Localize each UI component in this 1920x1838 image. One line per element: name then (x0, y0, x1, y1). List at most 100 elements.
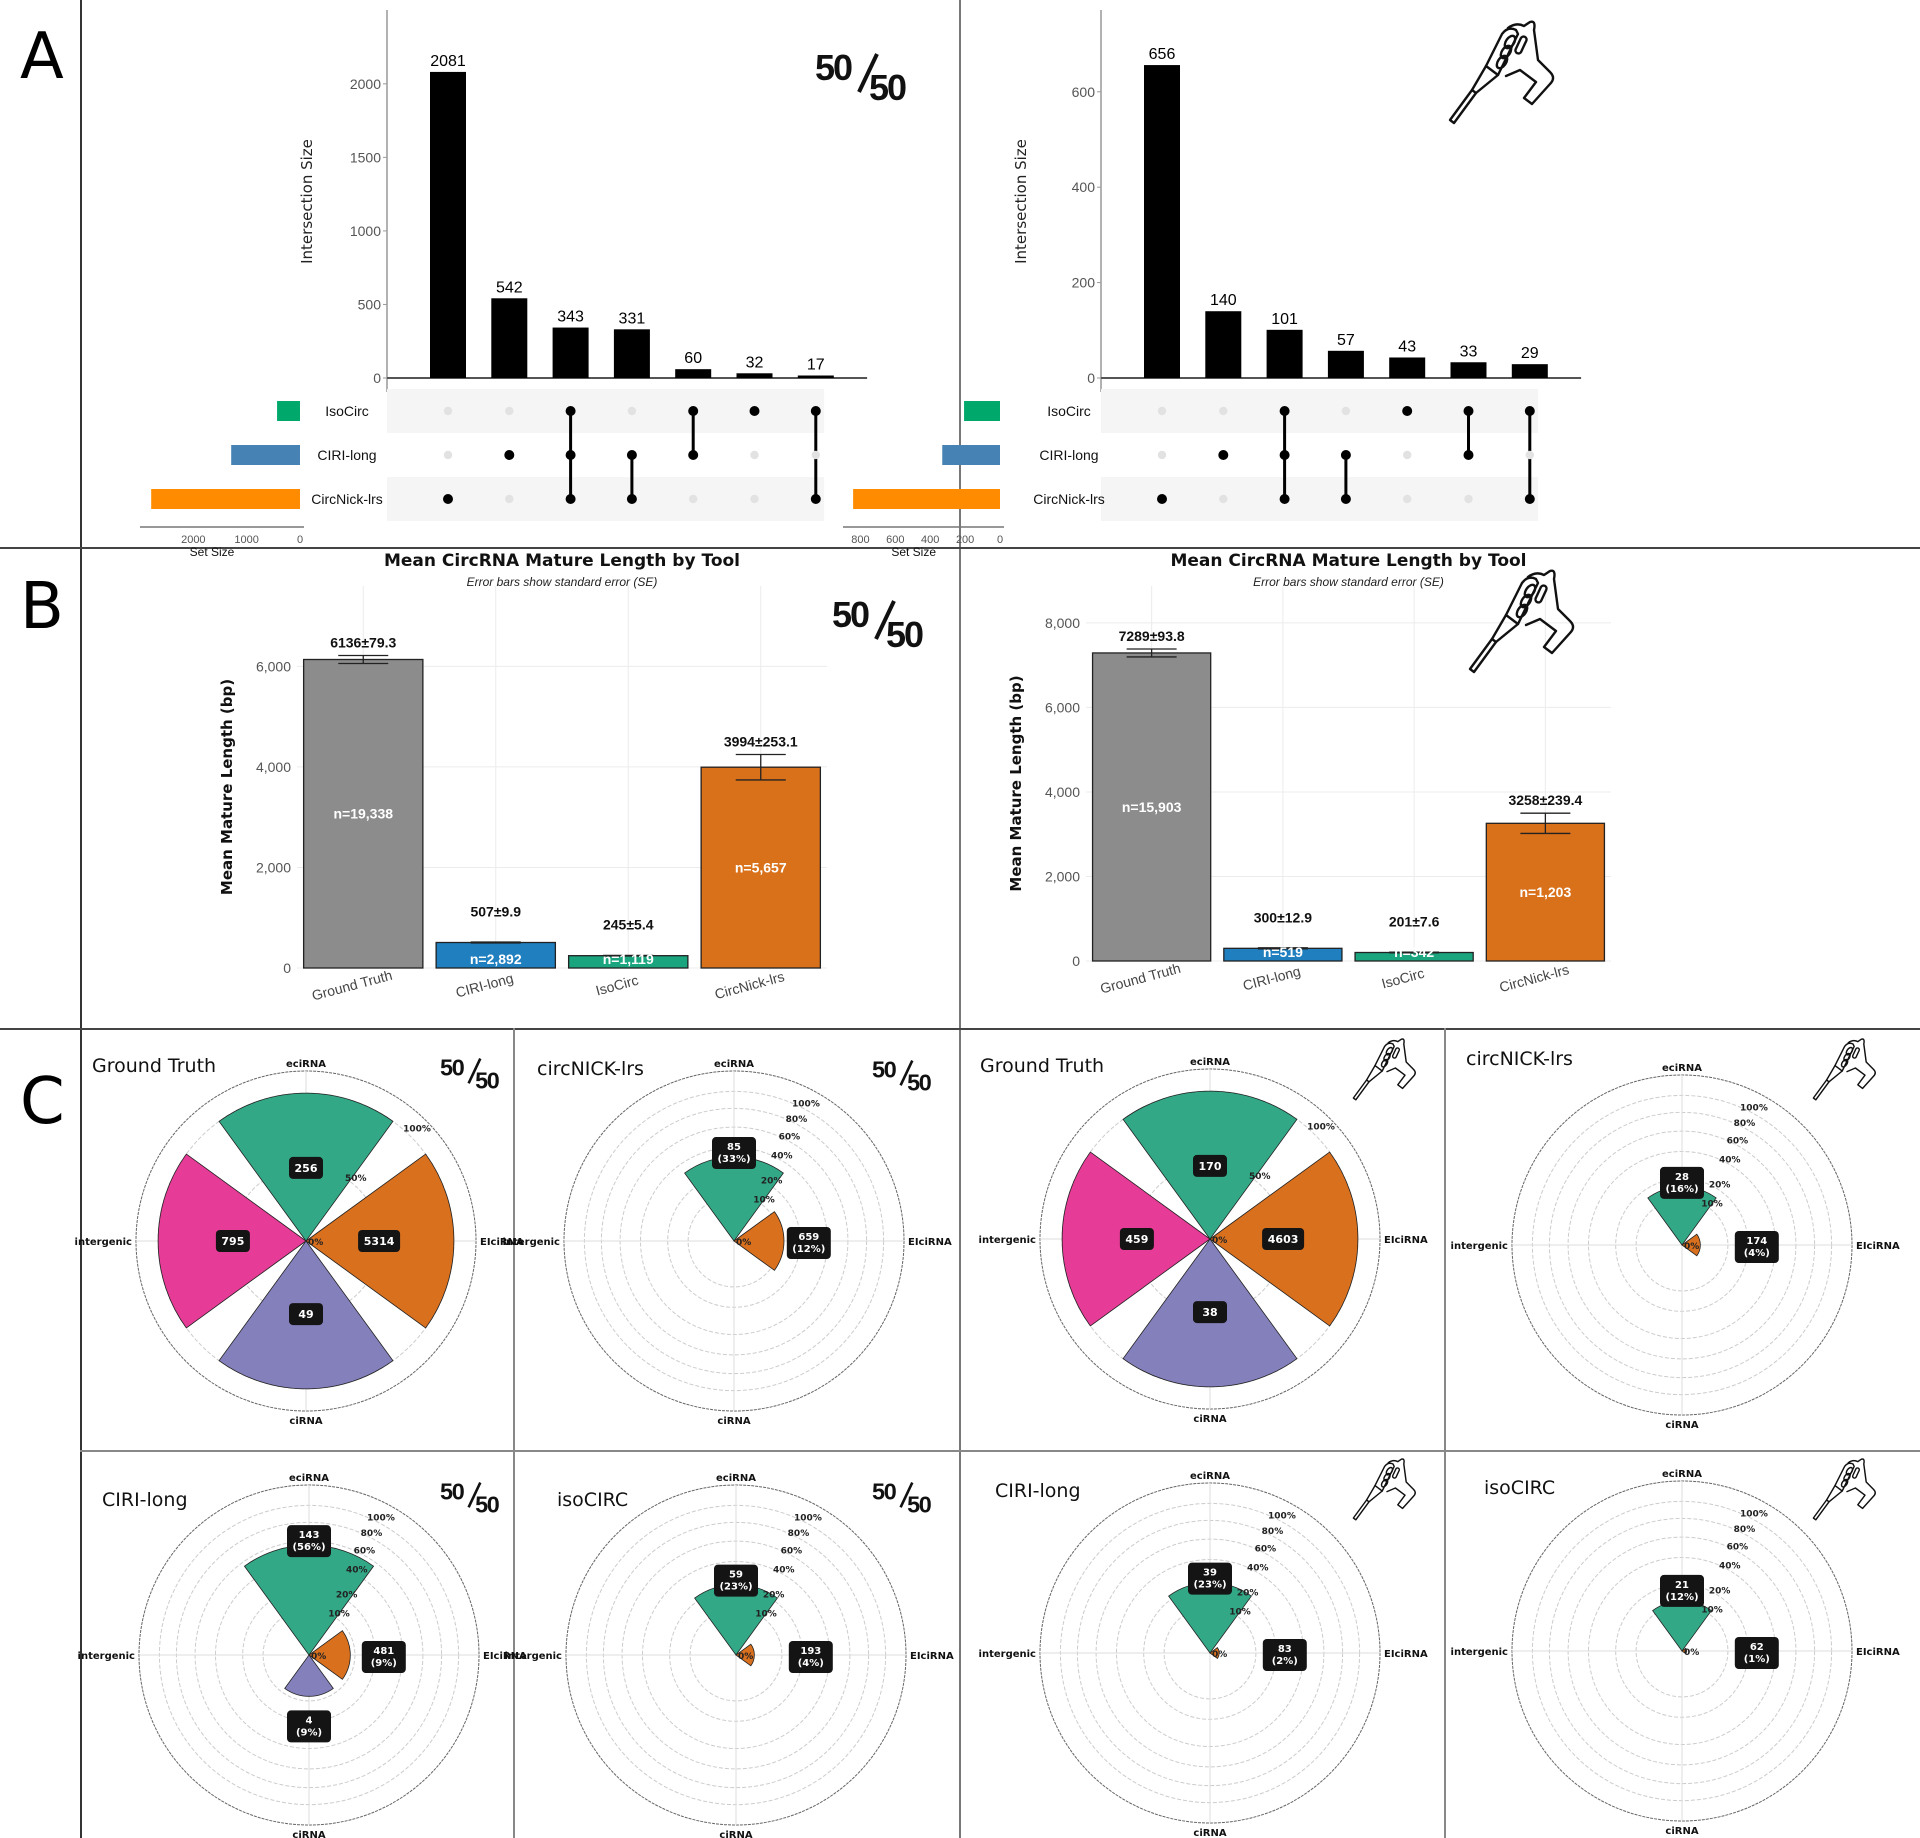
matrix-dot-empty (750, 450, 759, 460)
polar-value-label-box (1734, 1637, 1779, 1669)
polar-category-label: intergenic (75, 1237, 133, 1248)
y-tick-label: 4,000 (256, 759, 291, 775)
polar-r-tick-label: 100% (794, 1513, 822, 1523)
polar-value-label-box (287, 1710, 331, 1743)
pipette-tip (1812, 1079, 1830, 1101)
polar-r-tick-label: 40% (1247, 1563, 1269, 1573)
polar-r-tick-label: 100% (1740, 1103, 1768, 1113)
polar-value-label-text: 49 (298, 1308, 313, 1321)
y-axis-title: Intersection Size (1012, 139, 1030, 264)
bar-n-label: n=519 (1263, 944, 1303, 960)
bar-n-label: n=19,338 (333, 806, 393, 822)
polar-value-label-text: (9%) (296, 1727, 322, 1738)
polar-value-label-box (289, 1156, 323, 1179)
set-size-bar (151, 489, 300, 509)
polar-value-label-text: 38 (1202, 1306, 1217, 1319)
badge-numerator: 50 (440, 1479, 465, 1505)
polar-category-label: ciRNA (1665, 1420, 1698, 1431)
polar-value-label-text: 21 (1675, 1580, 1689, 1591)
bar-value-label: 3994±253.1 (724, 733, 798, 749)
polar-category-label: EIciRNA (908, 1237, 952, 1248)
y-tick-label: 600 (1072, 84, 1096, 100)
polar-value-label-box (1119, 1228, 1154, 1250)
y-tick-label: 0 (373, 370, 381, 386)
polar-r-tick-label: 60% (1727, 1136, 1749, 1146)
polar-value-label-text: (16%) (1665, 1184, 1698, 1195)
polar-value-label-text: (56%) (292, 1542, 325, 1553)
y-tick-label: 4,000 (1045, 784, 1080, 800)
intersection-value-label: 43 (1398, 338, 1416, 355)
matrix-dot-filled (1463, 406, 1474, 416)
polar-value-label-text: 143 (299, 1530, 320, 1541)
polar-r-tick-label: 60% (779, 1132, 801, 1142)
bar-n-label: n=1,119 (603, 951, 654, 967)
matrix-dot-filled (688, 406, 699, 416)
y-tick-label: 200 (1072, 275, 1096, 291)
polar-r-tick-label: 80% (1734, 1119, 1756, 1129)
polar-value-label-text: 4 (306, 1715, 313, 1726)
polar-r-tick-label: 80% (361, 1529, 383, 1539)
y-tick-label: 500 (358, 296, 382, 312)
polar-value-label: 4603 (1262, 1228, 1305, 1250)
polar-r-tick-label: 80% (1734, 1525, 1756, 1535)
polar-value-label-text: 459 (1125, 1233, 1148, 1246)
y-axis-title: Intersection Size (298, 139, 316, 264)
pipette-handle (1504, 576, 1540, 626)
bar (1091, 652, 1212, 962)
bar-n-label: n=2,892 (470, 951, 522, 967)
polar-r-tick-label: 60% (781, 1546, 803, 1556)
matrix-dot-filled (1340, 494, 1351, 504)
pipette-plunger (1851, 1467, 1861, 1479)
polar-value-label: 174(4%) (1734, 1231, 1779, 1263)
fifty-fifty-ratio-icon: 50 50 (872, 1057, 933, 1096)
badge-numerator: 50 (872, 1057, 897, 1083)
polar-r-tick-label: 20% (336, 1591, 358, 1601)
badge-numerator: 50 (440, 1055, 465, 1081)
pipette-body (1825, 1064, 1843, 1083)
badge-denominator: 50 (475, 1492, 500, 1518)
matrix-dot-filled (565, 450, 576, 460)
intersection-value-label: 343 (557, 309, 584, 326)
pipette-hand-icon (1352, 1038, 1416, 1101)
polar-r-tick-label: 100% (1307, 1123, 1335, 1133)
polar-chart-title: Ground Truth (92, 1055, 216, 1077)
polar-category-label: intergenic (78, 1651, 136, 1662)
polar-category-label: EIciRNA (1384, 1235, 1428, 1246)
polar-category-label: EIciRNA (480, 1237, 524, 1248)
polar-chart-ground-truth-5050: 0% 50% 100% eciRNA EIciRNA ciRNA intergenic 256… (75, 1055, 524, 1428)
polar-r-tick-label: 80% (788, 1529, 810, 1539)
matrix-dot-empty (627, 406, 637, 416)
pipette-plunger (1391, 1047, 1401, 1059)
pipette-body (1490, 613, 1520, 644)
set-label: IsoCirc (325, 403, 369, 419)
polar-value-label-box (786, 1227, 831, 1259)
polar-value-label-box (1193, 1301, 1227, 1324)
pipette-body (1470, 64, 1500, 95)
polar-r-tick-label: 60% (1727, 1542, 1749, 1552)
fifty-fifty-ratio-icon: 50 50 (872, 1479, 933, 1518)
matrix-dot-filled (810, 406, 821, 416)
polar-value-label-box (1193, 1154, 1227, 1177)
polar-value-label-text: 170 (1199, 1160, 1222, 1173)
x-tick-label: Ground Truth (1098, 960, 1182, 997)
matrix-dot-empty (505, 494, 514, 504)
polar-category-label: eciRNA (1190, 1471, 1230, 1482)
set-size-bar (231, 445, 300, 465)
polar-category-label: eciRNA (1662, 1469, 1702, 1480)
matrix-dot-empty (1525, 450, 1534, 460)
polar-value-label: 256 (289, 1156, 323, 1179)
polar-wedge-EIciRNA (308, 1630, 351, 1680)
bar (435, 941, 557, 969)
polar-category-label: eciRNA (289, 1473, 329, 1484)
intersection-bar (1511, 364, 1548, 378)
polar-value-label: 38 (1193, 1301, 1227, 1324)
badge-slash (857, 53, 879, 93)
polar-value-label-box (361, 1641, 406, 1673)
polar-category-label: ciRNA (289, 1416, 322, 1427)
pipette-plunger (1514, 35, 1528, 55)
polar-r-tick-label: 10% (1701, 1605, 1723, 1615)
fifty-fifty-ratio-icon: 50 50 (440, 1479, 501, 1518)
x-tick-label: CircNick-lrs (713, 968, 786, 1002)
polar-category-label: ciRNA (719, 1830, 752, 1838)
